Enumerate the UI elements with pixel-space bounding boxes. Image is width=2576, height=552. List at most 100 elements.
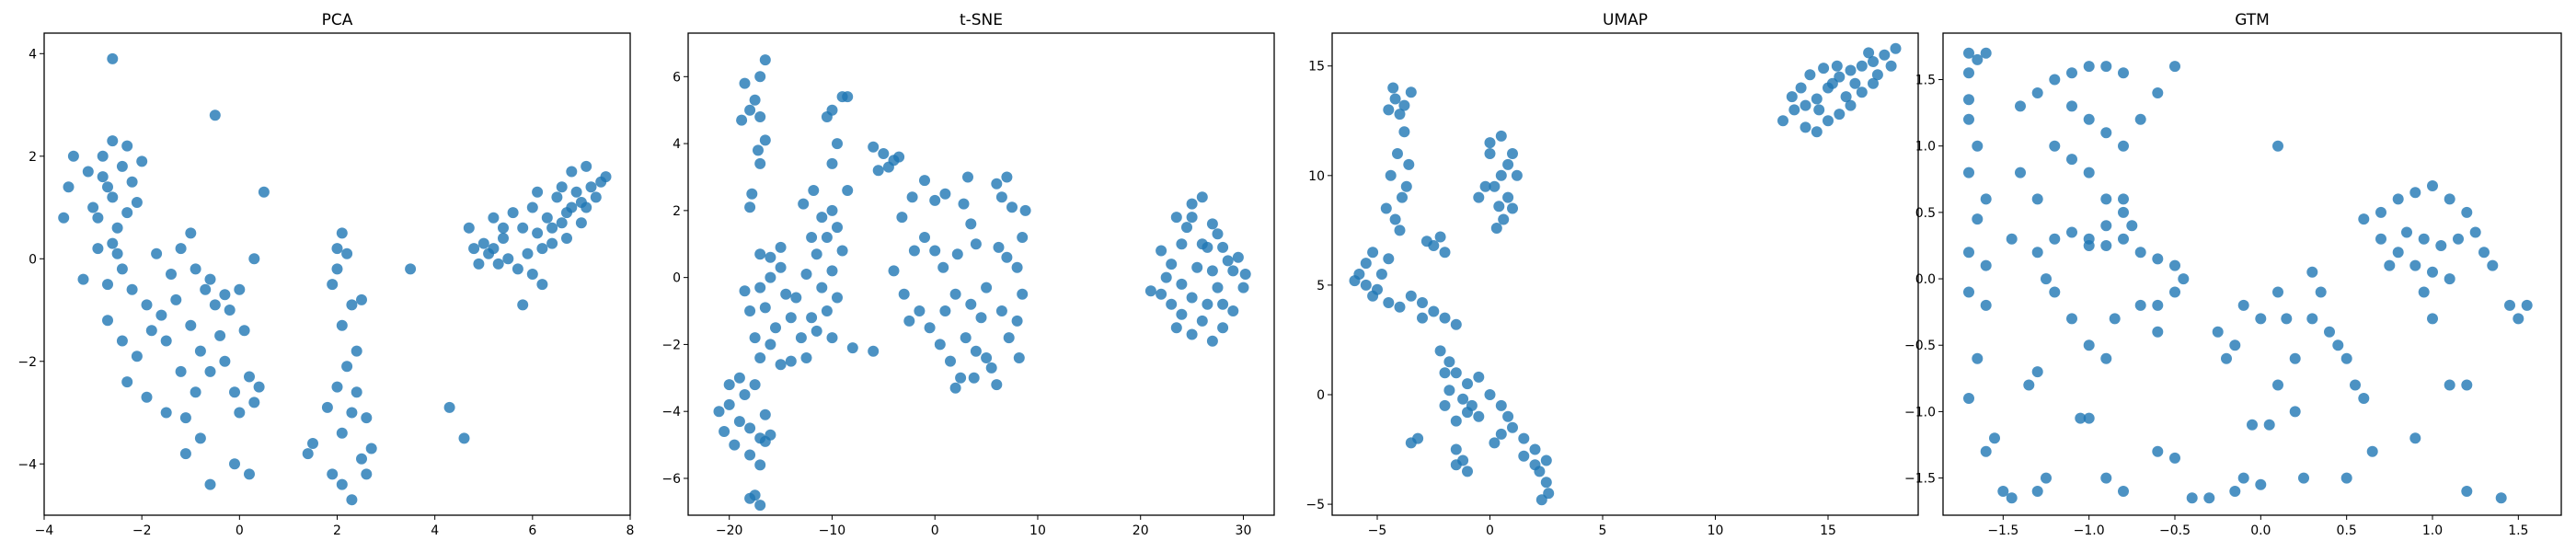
scatter-point bbox=[836, 245, 848, 257]
scatter-point bbox=[2375, 233, 2386, 245]
scatter-point bbox=[1405, 290, 1417, 302]
scatter-point bbox=[136, 155, 148, 167]
scatter-point bbox=[995, 191, 1007, 203]
scatter-point bbox=[775, 359, 787, 371]
scatter-point bbox=[2118, 193, 2129, 205]
scatter-point bbox=[365, 443, 377, 454]
scatter-point bbox=[321, 401, 333, 413]
scatter-point bbox=[1879, 49, 1891, 61]
scatter-point bbox=[759, 435, 771, 447]
scatter-point bbox=[2487, 259, 2499, 271]
scatter-point bbox=[1176, 278, 1188, 290]
scatter-point bbox=[2263, 419, 2275, 431]
scatter-point bbox=[1212, 228, 1224, 240]
scatter-point bbox=[1013, 352, 1025, 363]
scatter-point bbox=[1457, 393, 1469, 405]
y-tick-label: −6 bbox=[661, 472, 681, 487]
scatter-point bbox=[141, 391, 153, 403]
scatter-point bbox=[307, 438, 318, 449]
scatter-point bbox=[1383, 297, 1395, 308]
scatter-point bbox=[995, 305, 1007, 316]
scatter-point bbox=[754, 282, 766, 293]
x-tick-label: 5 bbox=[1599, 523, 1607, 538]
scatter-point bbox=[175, 365, 187, 377]
scatter-point bbox=[924, 322, 936, 334]
scatter-point bbox=[790, 292, 802, 304]
scatter-point bbox=[92, 243, 104, 255]
scatter-point bbox=[2237, 472, 2249, 484]
scatter-point bbox=[2118, 206, 2129, 218]
scatter-point bbox=[2118, 140, 2129, 152]
y-tick-label: −5 bbox=[1305, 498, 1325, 512]
scatter-point bbox=[2444, 193, 2455, 205]
scatter-point bbox=[1502, 158, 1514, 170]
scatter-point bbox=[2083, 167, 2095, 178]
scatter-point bbox=[1980, 445, 1992, 457]
scatter-point bbox=[190, 386, 201, 398]
scatter-point bbox=[2409, 187, 2421, 199]
scatter-point bbox=[754, 157, 766, 169]
scatter-point bbox=[744, 492, 756, 504]
scatter-point bbox=[111, 222, 123, 234]
scatter-point bbox=[2221, 352, 2232, 364]
y-tick-label: 6 bbox=[673, 70, 681, 85]
scatter-point bbox=[1160, 271, 1172, 283]
scatter-point bbox=[2031, 486, 2043, 497]
scatter-point bbox=[754, 111, 766, 122]
scatter-point bbox=[1017, 288, 1029, 300]
scatter-point bbox=[893, 151, 905, 163]
scatter-point bbox=[248, 397, 260, 408]
scatter-point bbox=[102, 315, 113, 327]
scatter-point bbox=[2427, 313, 2438, 325]
scatter-point bbox=[759, 302, 771, 314]
scatter-point bbox=[993, 241, 1005, 253]
scatter-point bbox=[581, 160, 592, 172]
scatter-point bbox=[2066, 154, 2077, 166]
scatter-point bbox=[1963, 247, 1974, 259]
scatter-point bbox=[488, 243, 500, 255]
scatter-point bbox=[2392, 247, 2404, 259]
scatter-point bbox=[949, 382, 961, 394]
scatter-point bbox=[302, 448, 314, 460]
scatter-point bbox=[798, 198, 810, 210]
scatter-point bbox=[1443, 385, 1455, 397]
scatter-point bbox=[898, 288, 910, 300]
scatter-point bbox=[1507, 202, 1518, 214]
scatter-point bbox=[1367, 247, 1379, 259]
scatter-point bbox=[517, 299, 529, 311]
scatter-point bbox=[960, 332, 972, 344]
scatter-point bbox=[331, 263, 343, 275]
scatter-point bbox=[2358, 393, 2370, 404]
scatter-point bbox=[816, 282, 828, 293]
scatter-point bbox=[749, 332, 761, 344]
scatter-point bbox=[970, 238, 982, 250]
scatter-point bbox=[1972, 140, 1984, 152]
panel-4: GTM −1.5 −1.0 −0.5 0.0 0.5 1.0 1.5 −1.5 −1.0 −0.5 0… bbox=[1904, 11, 2562, 538]
scatter-point bbox=[2350, 379, 2361, 391]
x-tick-label: −20 bbox=[716, 523, 743, 538]
scatter-point bbox=[816, 212, 828, 224]
scatter-point bbox=[939, 305, 951, 316]
scatter-point bbox=[2461, 486, 2473, 497]
scatter-point bbox=[546, 237, 558, 249]
scatter-point bbox=[2134, 247, 2146, 259]
scatter-point bbox=[190, 263, 201, 275]
scatter-point bbox=[1417, 312, 1428, 324]
scatter-point bbox=[2375, 206, 2386, 218]
scatter-point bbox=[1868, 77, 1879, 89]
y-tick-label: 15 bbox=[1308, 60, 1325, 75]
scatter-point bbox=[1811, 126, 1823, 138]
scatter-point bbox=[1856, 86, 1868, 98]
scatter-point bbox=[770, 322, 781, 334]
y-tick-label: 1.5 bbox=[1915, 74, 1936, 88]
scatter-point bbox=[888, 265, 900, 277]
scatter-point bbox=[991, 379, 1003, 391]
scatter-point bbox=[2366, 445, 2378, 457]
scatter-point bbox=[1375, 269, 1387, 280]
scatter-point bbox=[194, 432, 206, 444]
scatter-point bbox=[2031, 247, 2043, 259]
scatter-point bbox=[1811, 93, 1823, 105]
scatter-point bbox=[842, 91, 854, 103]
scatter-point bbox=[1495, 130, 1507, 142]
y-tick-label: 2 bbox=[673, 204, 681, 219]
